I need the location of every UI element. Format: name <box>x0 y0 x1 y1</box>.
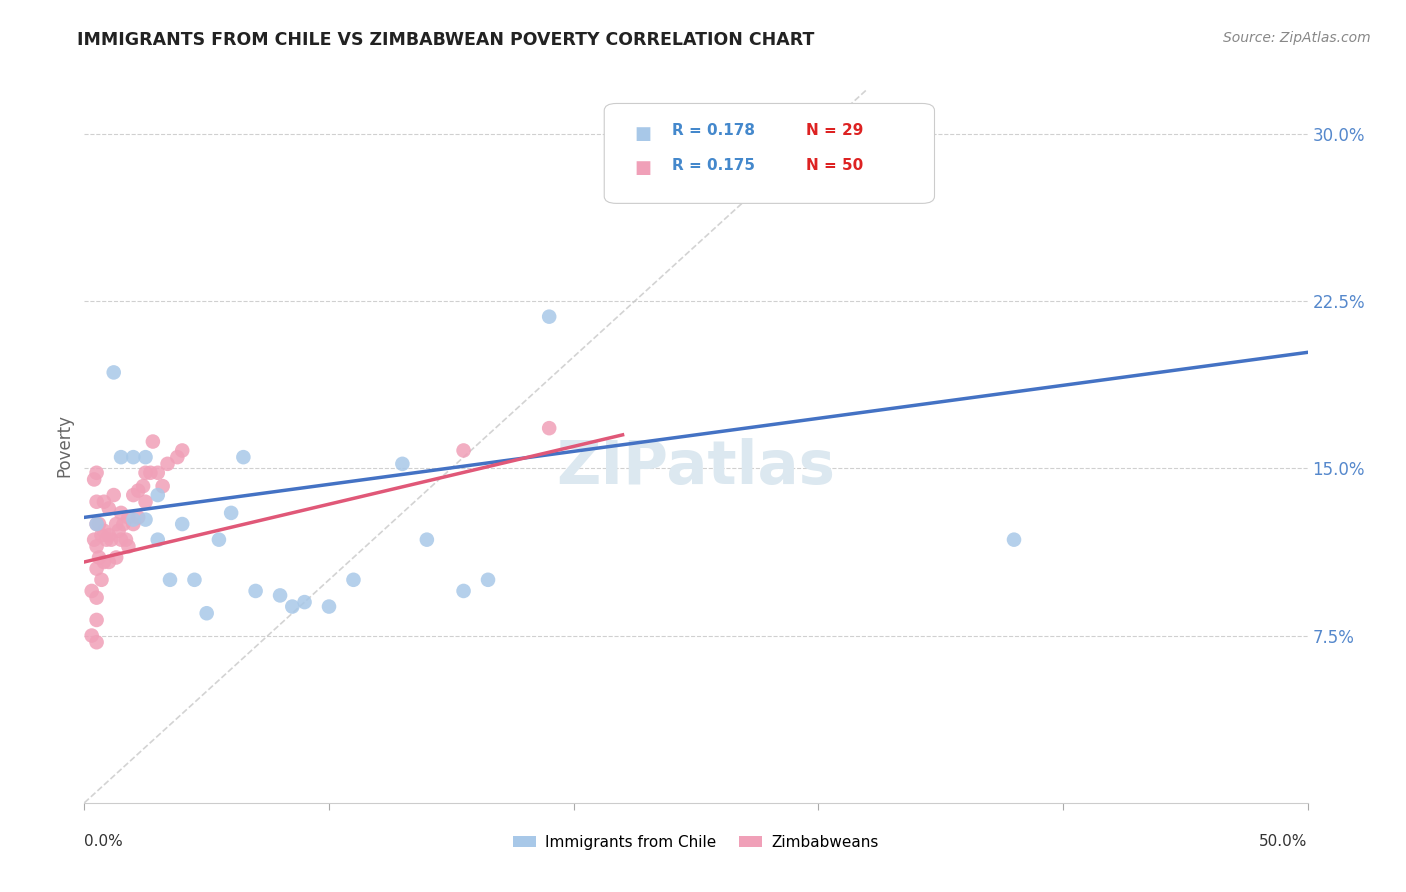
Point <box>105 550 128 565</box>
Point <box>96 533 118 547</box>
Point <box>83 473 105 487</box>
Point <box>232 450 254 464</box>
Point <box>127 483 149 498</box>
Point <box>115 533 138 547</box>
Point <box>219 506 242 520</box>
Point <box>97 555 120 569</box>
Point <box>100 533 122 547</box>
Point <box>122 488 145 502</box>
Point <box>112 516 135 531</box>
Point <box>172 516 194 531</box>
Point <box>86 466 108 480</box>
Text: IMMIGRANTS FROM CHILE VS ZIMBABWEAN POVERTY CORRELATION CHART: IMMIGRANTS FROM CHILE VS ZIMBABWEAN POVE… <box>77 31 814 49</box>
Text: ■: ■ <box>636 125 652 143</box>
Text: R = 0.178: R = 0.178 <box>672 123 755 138</box>
Text: 0.0%: 0.0% <box>84 834 124 848</box>
Point <box>107 524 129 538</box>
Point <box>93 494 115 508</box>
Point <box>245 583 267 598</box>
Text: ■: ■ <box>636 159 652 178</box>
Point <box>83 533 105 547</box>
Text: N = 50: N = 50 <box>806 158 863 173</box>
Point <box>538 310 561 324</box>
Point <box>86 516 108 531</box>
Point <box>86 516 108 531</box>
Point <box>132 479 155 493</box>
Point <box>159 573 181 587</box>
Point <box>86 539 108 553</box>
Point <box>146 488 169 502</box>
Point <box>453 583 475 598</box>
Point <box>86 591 108 605</box>
Point <box>110 506 132 520</box>
Point <box>110 533 132 547</box>
Point <box>86 635 108 649</box>
Point <box>391 457 413 471</box>
Text: N = 29: N = 29 <box>806 123 863 138</box>
Point <box>93 555 115 569</box>
Point <box>172 443 194 458</box>
Point <box>97 528 120 542</box>
Point <box>122 450 145 464</box>
Point <box>127 510 149 524</box>
Point <box>122 512 145 526</box>
Point <box>416 533 439 547</box>
Point <box>86 494 108 508</box>
Point <box>87 516 110 531</box>
Point <box>90 528 112 542</box>
Point <box>139 466 162 480</box>
Point <box>110 450 132 464</box>
Point <box>86 562 108 576</box>
Point <box>93 524 115 538</box>
Point <box>208 533 231 547</box>
Point <box>135 494 157 508</box>
Point <box>80 628 103 642</box>
Point <box>117 539 139 553</box>
Point <box>135 466 157 480</box>
Point <box>90 573 112 587</box>
Point <box>453 443 475 458</box>
Point <box>183 573 205 587</box>
Point <box>86 613 108 627</box>
Point <box>152 479 174 493</box>
Point <box>156 457 179 471</box>
Point <box>166 450 188 464</box>
Point <box>146 466 169 480</box>
Point <box>122 516 145 531</box>
Point <box>80 583 103 598</box>
Point <box>342 573 364 587</box>
Point <box>97 501 120 516</box>
Point <box>103 366 125 380</box>
Text: 50.0%: 50.0% <box>1260 834 1308 848</box>
Point <box>117 510 139 524</box>
Point <box>105 516 128 531</box>
Text: R = 0.175: R = 0.175 <box>672 158 755 173</box>
Point <box>281 599 304 614</box>
Legend: Immigrants from Chile, Zimbabweans: Immigrants from Chile, Zimbabweans <box>508 829 884 855</box>
Point <box>195 607 218 621</box>
Point <box>103 488 125 502</box>
Point <box>135 450 157 464</box>
Point <box>1002 533 1025 547</box>
Point <box>318 599 340 614</box>
Point <box>477 573 499 587</box>
Text: Source: ZipAtlas.com: Source: ZipAtlas.com <box>1223 31 1371 45</box>
Point <box>142 434 165 449</box>
Point <box>294 595 316 609</box>
Point <box>87 550 110 565</box>
Point <box>146 533 169 547</box>
Point <box>269 589 291 603</box>
FancyBboxPatch shape <box>605 103 935 203</box>
Point <box>135 512 157 526</box>
Text: ZIPatlas: ZIPatlas <box>557 438 835 497</box>
Point <box>734 171 756 186</box>
Point <box>538 421 561 435</box>
Y-axis label: Poverty: Poverty <box>55 415 73 477</box>
